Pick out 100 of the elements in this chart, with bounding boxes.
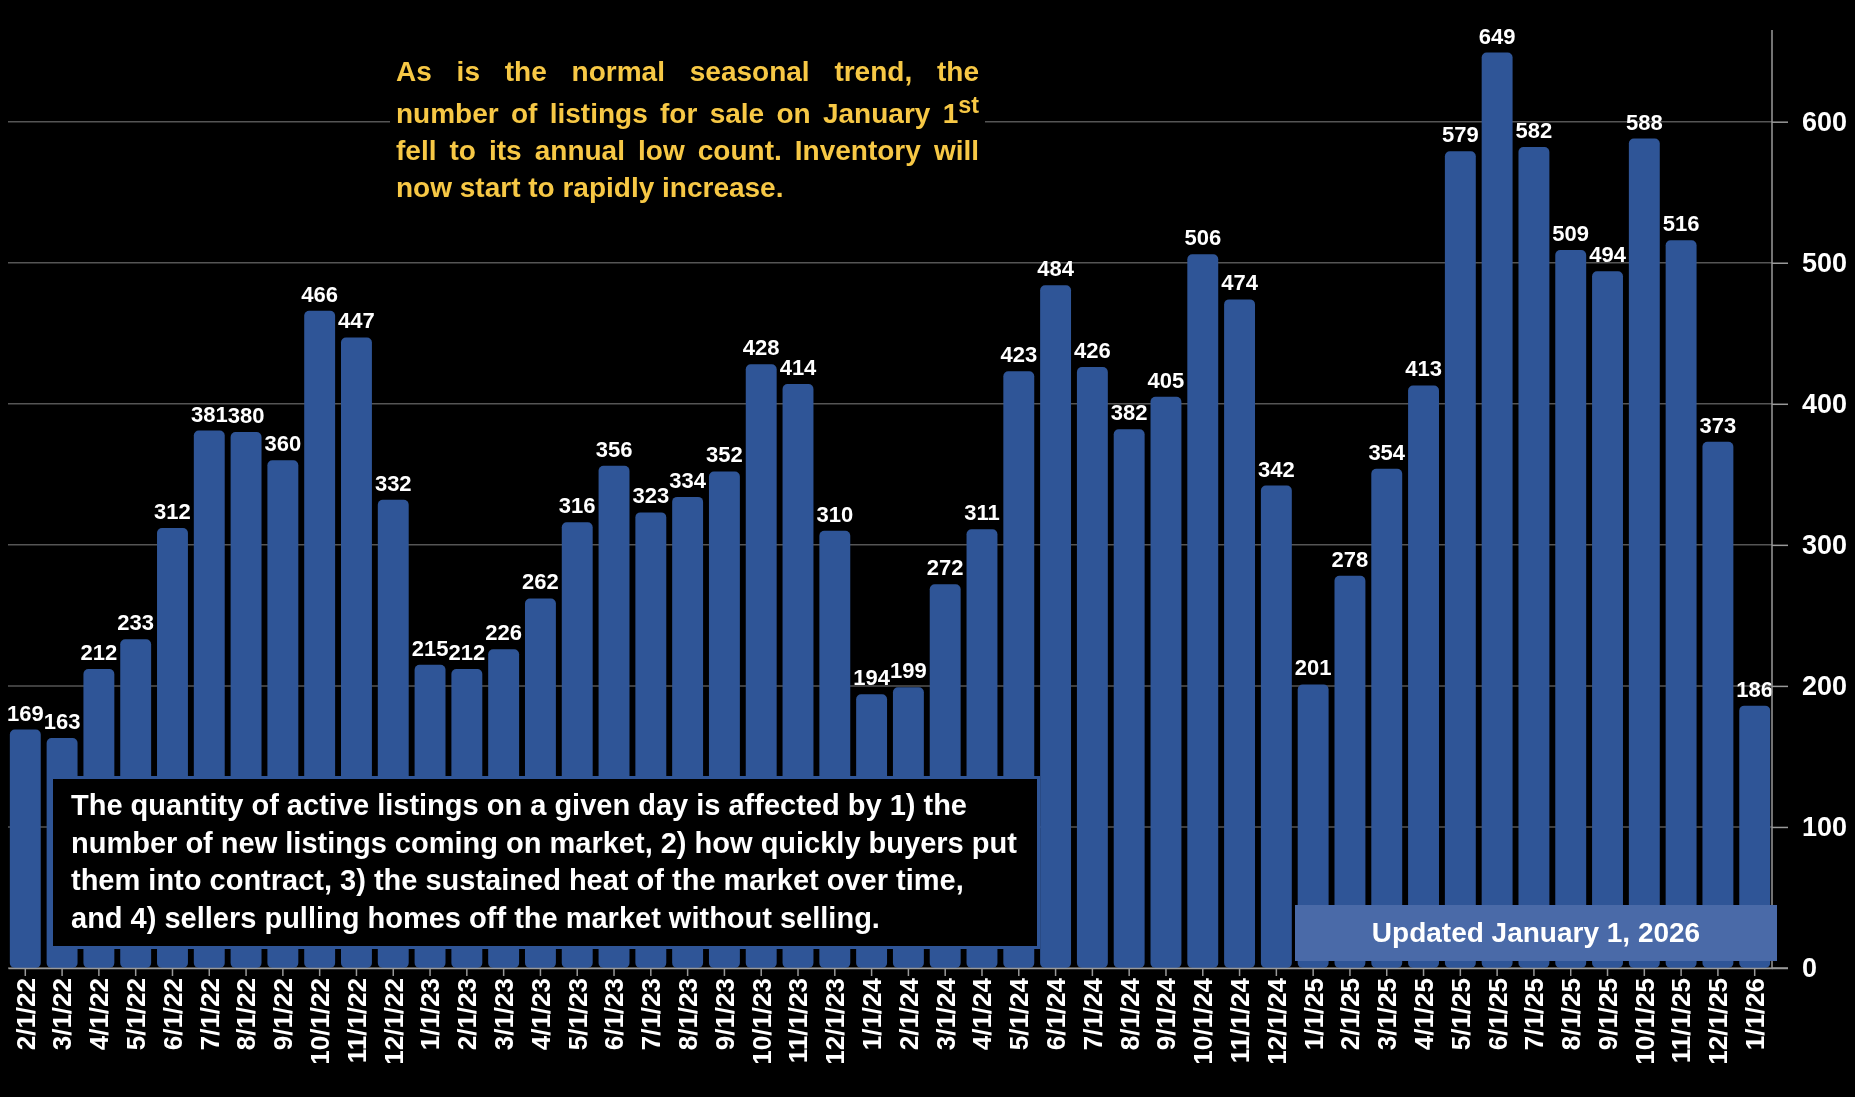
data-label: 428 — [742, 335, 780, 361]
x-tick-label: 1/1/23 — [415, 978, 446, 1051]
x-tick-label: 4/1/23 — [525, 978, 556, 1051]
x-tick-label: 11/1/22 — [341, 978, 372, 1064]
data-label: 588 — [1625, 109, 1663, 135]
x-tick-label: 3/1/25 — [1372, 978, 1403, 1051]
x-tick-label: 11/1/23 — [783, 978, 814, 1064]
updated-box: Updated January 1, 2026 — [1295, 905, 1777, 962]
data-label: 582 — [1515, 118, 1553, 144]
x-tick-label: 8/1/22 — [231, 978, 262, 1051]
data-label: 332 — [374, 470, 412, 496]
x-tick-label: 7/1/23 — [636, 978, 667, 1051]
x-tick-label: 4/1/22 — [84, 978, 115, 1051]
data-label: 186 — [1736, 676, 1774, 702]
y-tick-label: 500 — [1802, 247, 1848, 278]
x-tick-label: 1/1/26 — [1740, 978, 1771, 1051]
data-label: 649 — [1478, 23, 1516, 49]
data-label: 215 — [411, 635, 449, 661]
x-tick-label: 1/1/24 — [856, 977, 887, 1051]
bar — [1040, 285, 1072, 968]
x-tick-label: 12/1/23 — [820, 978, 851, 1065]
data-label: 212 — [80, 639, 118, 665]
x-tick-label: 9/1/24 — [1151, 977, 1182, 1051]
x-tick-label: 9/1/22 — [268, 978, 299, 1051]
y-tick-label: 400 — [1802, 388, 1848, 419]
data-label: 163 — [43, 709, 81, 735]
data-label: 484 — [1037, 256, 1075, 282]
x-tick-label: 8/1/25 — [1556, 978, 1587, 1051]
x-tick-label: 5/1/22 — [121, 978, 152, 1051]
data-label: 466 — [301, 281, 339, 307]
data-label: 382 — [1110, 400, 1148, 426]
y-tick-label: 0 — [1802, 953, 1818, 984]
data-label: 447 — [338, 308, 375, 334]
x-tick-label: 2/1/23 — [452, 978, 483, 1051]
data-label: 579 — [1441, 122, 1479, 148]
x-tick-label: 7/1/24 — [1077, 977, 1108, 1051]
x-tick-label: 4/1/24 — [967, 977, 998, 1051]
data-label: 414 — [779, 355, 818, 381]
y-tick-label: 300 — [1802, 529, 1848, 560]
data-label: 426 — [1074, 338, 1111, 364]
x-tick-label: 5/1/25 — [1445, 978, 1476, 1051]
data-label: 323 — [632, 483, 670, 509]
x-tick-label: 8/1/24 — [1114, 977, 1145, 1051]
y-tick-label: 200 — [1802, 671, 1848, 702]
data-label: 474 — [1221, 270, 1259, 296]
note-box: The quantity of active listings on a given day is affected by 1) the number of new listings coming on market, 2) how quickly buyers put them into contract, 3) the sustained heat of the market over time, and 4) sellers pulling homes off the market without selling. — [50, 776, 1040, 949]
x-tick-label: 1/1/25 — [1298, 978, 1329, 1051]
x-tick-label: 6/1/25 — [1482, 978, 1513, 1051]
bar — [9, 729, 41, 968]
data-label: 352 — [706, 442, 743, 468]
data-label: 194 — [853, 665, 891, 691]
data-label: 312 — [154, 498, 191, 524]
bar — [1113, 429, 1145, 968]
x-tick-label: 6/1/24 — [1040, 977, 1071, 1051]
data-label: 413 — [1405, 356, 1442, 382]
data-label: 354 — [1368, 439, 1406, 465]
x-tick-label: 3/1/23 — [489, 978, 519, 1051]
data-label: 226 — [485, 620, 522, 646]
data-label: 278 — [1331, 546, 1369, 572]
x-tick-label: 2/1/25 — [1335, 978, 1366, 1051]
data-label: 334 — [669, 467, 707, 493]
x-tick-label: 2/1/22 — [10, 978, 41, 1051]
data-label: 356 — [595, 436, 633, 462]
data-label: 494 — [1589, 242, 1627, 268]
data-label: 169 — [6, 700, 44, 726]
x-tick-label: 12/1/24 — [1261, 977, 1292, 1065]
data-label: 506 — [1184, 225, 1222, 251]
x-tick-label: 7/1/22 — [194, 978, 225, 1051]
y-tick-label: 600 — [1802, 106, 1848, 137]
data-label: 381 — [190, 401, 228, 427]
data-label: 380 — [227, 403, 265, 428]
x-tick-label: 10/1/25 — [1629, 978, 1660, 1065]
bar — [1150, 396, 1182, 968]
x-tick-label: 8/1/23 — [672, 978, 703, 1051]
x-tick-label: 5/1/23 — [562, 978, 593, 1051]
x-tick-label: 10/1/22 — [305, 978, 336, 1065]
x-tick-label: 10/1/23 — [746, 978, 777, 1065]
data-label: 311 — [964, 500, 1000, 526]
x-tick-label: 10/1/24 — [1188, 977, 1219, 1065]
x-tick-label: 12/1/25 — [1703, 978, 1734, 1065]
data-label: 423 — [1000, 342, 1038, 368]
x-tick-label: 11/1/25 — [1666, 978, 1697, 1064]
bar — [1224, 299, 1256, 968]
data-label: 310 — [816, 501, 854, 527]
x-tick-label: 3/1/24 — [930, 977, 961, 1051]
data-label: 405 — [1147, 367, 1185, 393]
x-tick-label: 11/1/24 — [1224, 977, 1255, 1064]
data-label: 342 — [1258, 456, 1295, 482]
data-label: 201 — [1294, 655, 1332, 681]
data-label: 199 — [890, 658, 927, 684]
data-label: 212 — [448, 639, 486, 665]
data-label: 316 — [558, 493, 596, 519]
x-tick-label: 2/1/24 — [893, 977, 924, 1051]
x-tick-label: 3/1/22 — [47, 978, 78, 1051]
x-tick-label: 9/1/23 — [709, 978, 740, 1051]
x-tick-label: 12/1/22 — [378, 978, 409, 1065]
bar — [1187, 254, 1219, 968]
data-label: 373 — [1699, 412, 1737, 438]
y-tick-label: 100 — [1802, 812, 1848, 843]
bar — [1076, 367, 1108, 968]
